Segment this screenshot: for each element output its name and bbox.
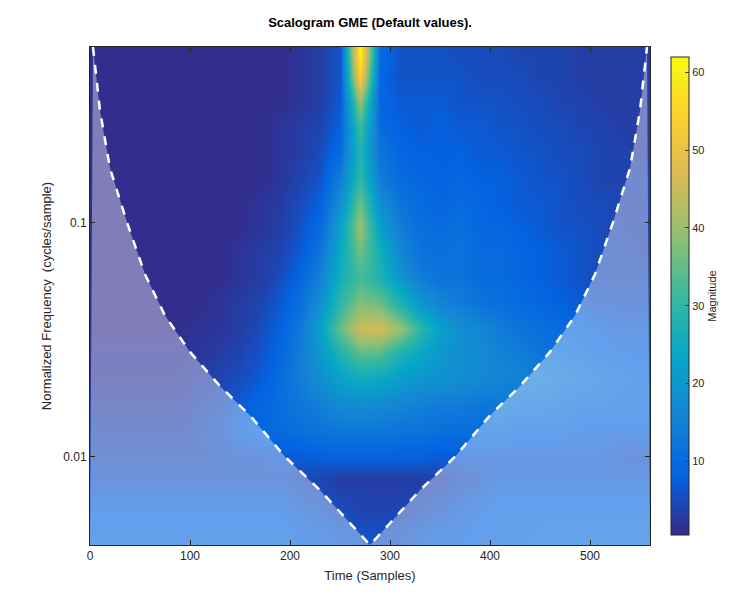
svg-text:40: 40 [692, 222, 704, 234]
svg-text:Scalogram GME (Default values): Scalogram GME (Default values). [268, 15, 472, 30]
svg-text:200: 200 [280, 549, 300, 563]
svg-text:100: 100 [180, 549, 200, 563]
svg-text:30: 30 [692, 300, 704, 312]
svg-text:60: 60 [692, 66, 704, 78]
svg-text:0: 0 [87, 549, 94, 563]
svg-text:Time (Samples): Time (Samples) [324, 568, 415, 583]
svg-text:400: 400 [480, 549, 500, 563]
svg-text:0.01: 0.01 [63, 450, 87, 464]
svg-text:20: 20 [692, 377, 704, 389]
svg-text:10: 10 [692, 455, 704, 467]
svg-text:Normalized Frequency (cycles/: Normalized Frequency (cycles/sample) [39, 182, 54, 410]
svg-text:0.1: 0.1 [70, 216, 87, 230]
svg-text:50: 50 [692, 144, 704, 156]
svg-text:Magnitude: Magnitude [706, 270, 718, 321]
svg-text:300: 300 [380, 549, 400, 563]
svg-text:500: 500 [580, 549, 600, 563]
